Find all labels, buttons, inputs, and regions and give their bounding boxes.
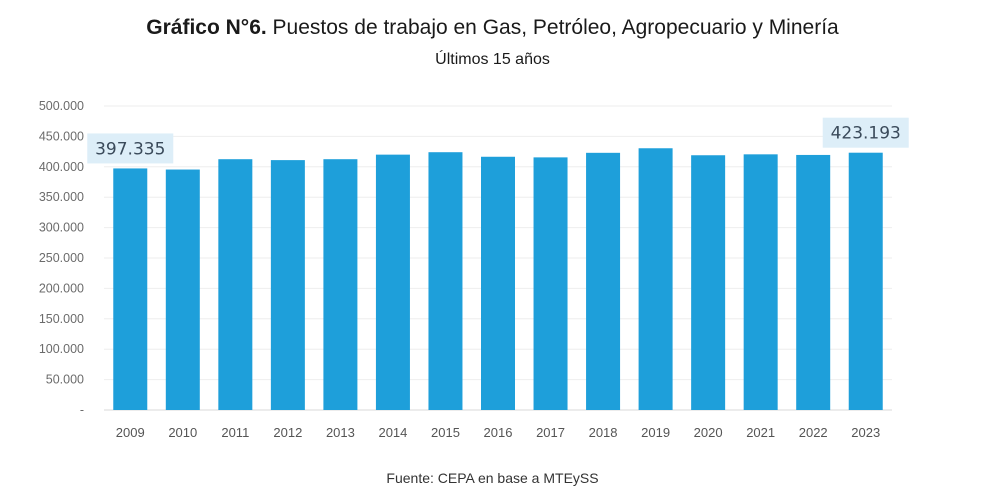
bar [796,154,831,410]
bar [113,168,148,410]
chart-title-text: Puestos de trabajo en Gas, Petróleo, Agr… [266,16,839,39]
x-tick-label: 2010 [168,425,197,440]
x-tick-label: 2019 [641,425,670,440]
y-tick-label: 200.000 [39,281,84,295]
x-tick-label: 2014 [378,425,407,440]
x-tick-label: 2017 [536,425,565,440]
y-tick-label: 100.000 [39,342,84,356]
x-tick-label: 2023 [851,425,880,440]
x-tick-label: 2011 [221,425,249,440]
y-tick-label: - [80,403,84,417]
x-tick-label: 2016 [484,425,513,440]
x-tick-label: 2009 [116,425,145,440]
data-label-box [87,133,174,164]
bar [586,152,621,411]
bar [270,160,305,410]
bar [743,154,778,410]
bar [848,152,883,410]
data-label: 423.193 [831,124,901,144]
y-tick-label: 250.000 [39,251,84,265]
bar [691,155,726,410]
y-tick-label: 450.000 [39,129,84,143]
bar [533,157,568,410]
bar [638,148,673,411]
bar [218,159,253,410]
data-label: 397.335 [95,139,165,159]
y-tick-label: 350.000 [39,190,84,204]
y-tick-label: 400.000 [39,160,84,174]
chart-title: Gráfico N°6. Puestos de trabajo en Gas, … [0,16,985,40]
bar [481,156,515,410]
bar [428,152,463,410]
bar [165,169,200,410]
chart-subtitle: Últimos 15 años [435,51,550,68]
y-tick-label: 300.000 [39,221,84,235]
y-tick-label: 50.000 [46,373,84,387]
data-label-box [822,117,909,148]
x-tick-label: 2018 [589,425,618,440]
x-tick-label: 2015 [431,425,460,440]
x-tick-label: 2021 [746,425,775,440]
x-tick-label: 2013 [326,425,355,440]
chart-title-bold: Gráfico N°6. [146,16,267,39]
x-tick-label: 2012 [273,425,302,440]
bar [375,154,410,410]
x-tick-label: 2022 [799,425,828,440]
x-tick-label: 2020 [694,425,723,440]
y-tick-label: 150.000 [39,312,84,326]
y-tick-label: 500.000 [39,99,84,113]
chart-source: Fuente: CEPA en base a MTEySS [386,470,599,486]
bar [323,159,358,410]
